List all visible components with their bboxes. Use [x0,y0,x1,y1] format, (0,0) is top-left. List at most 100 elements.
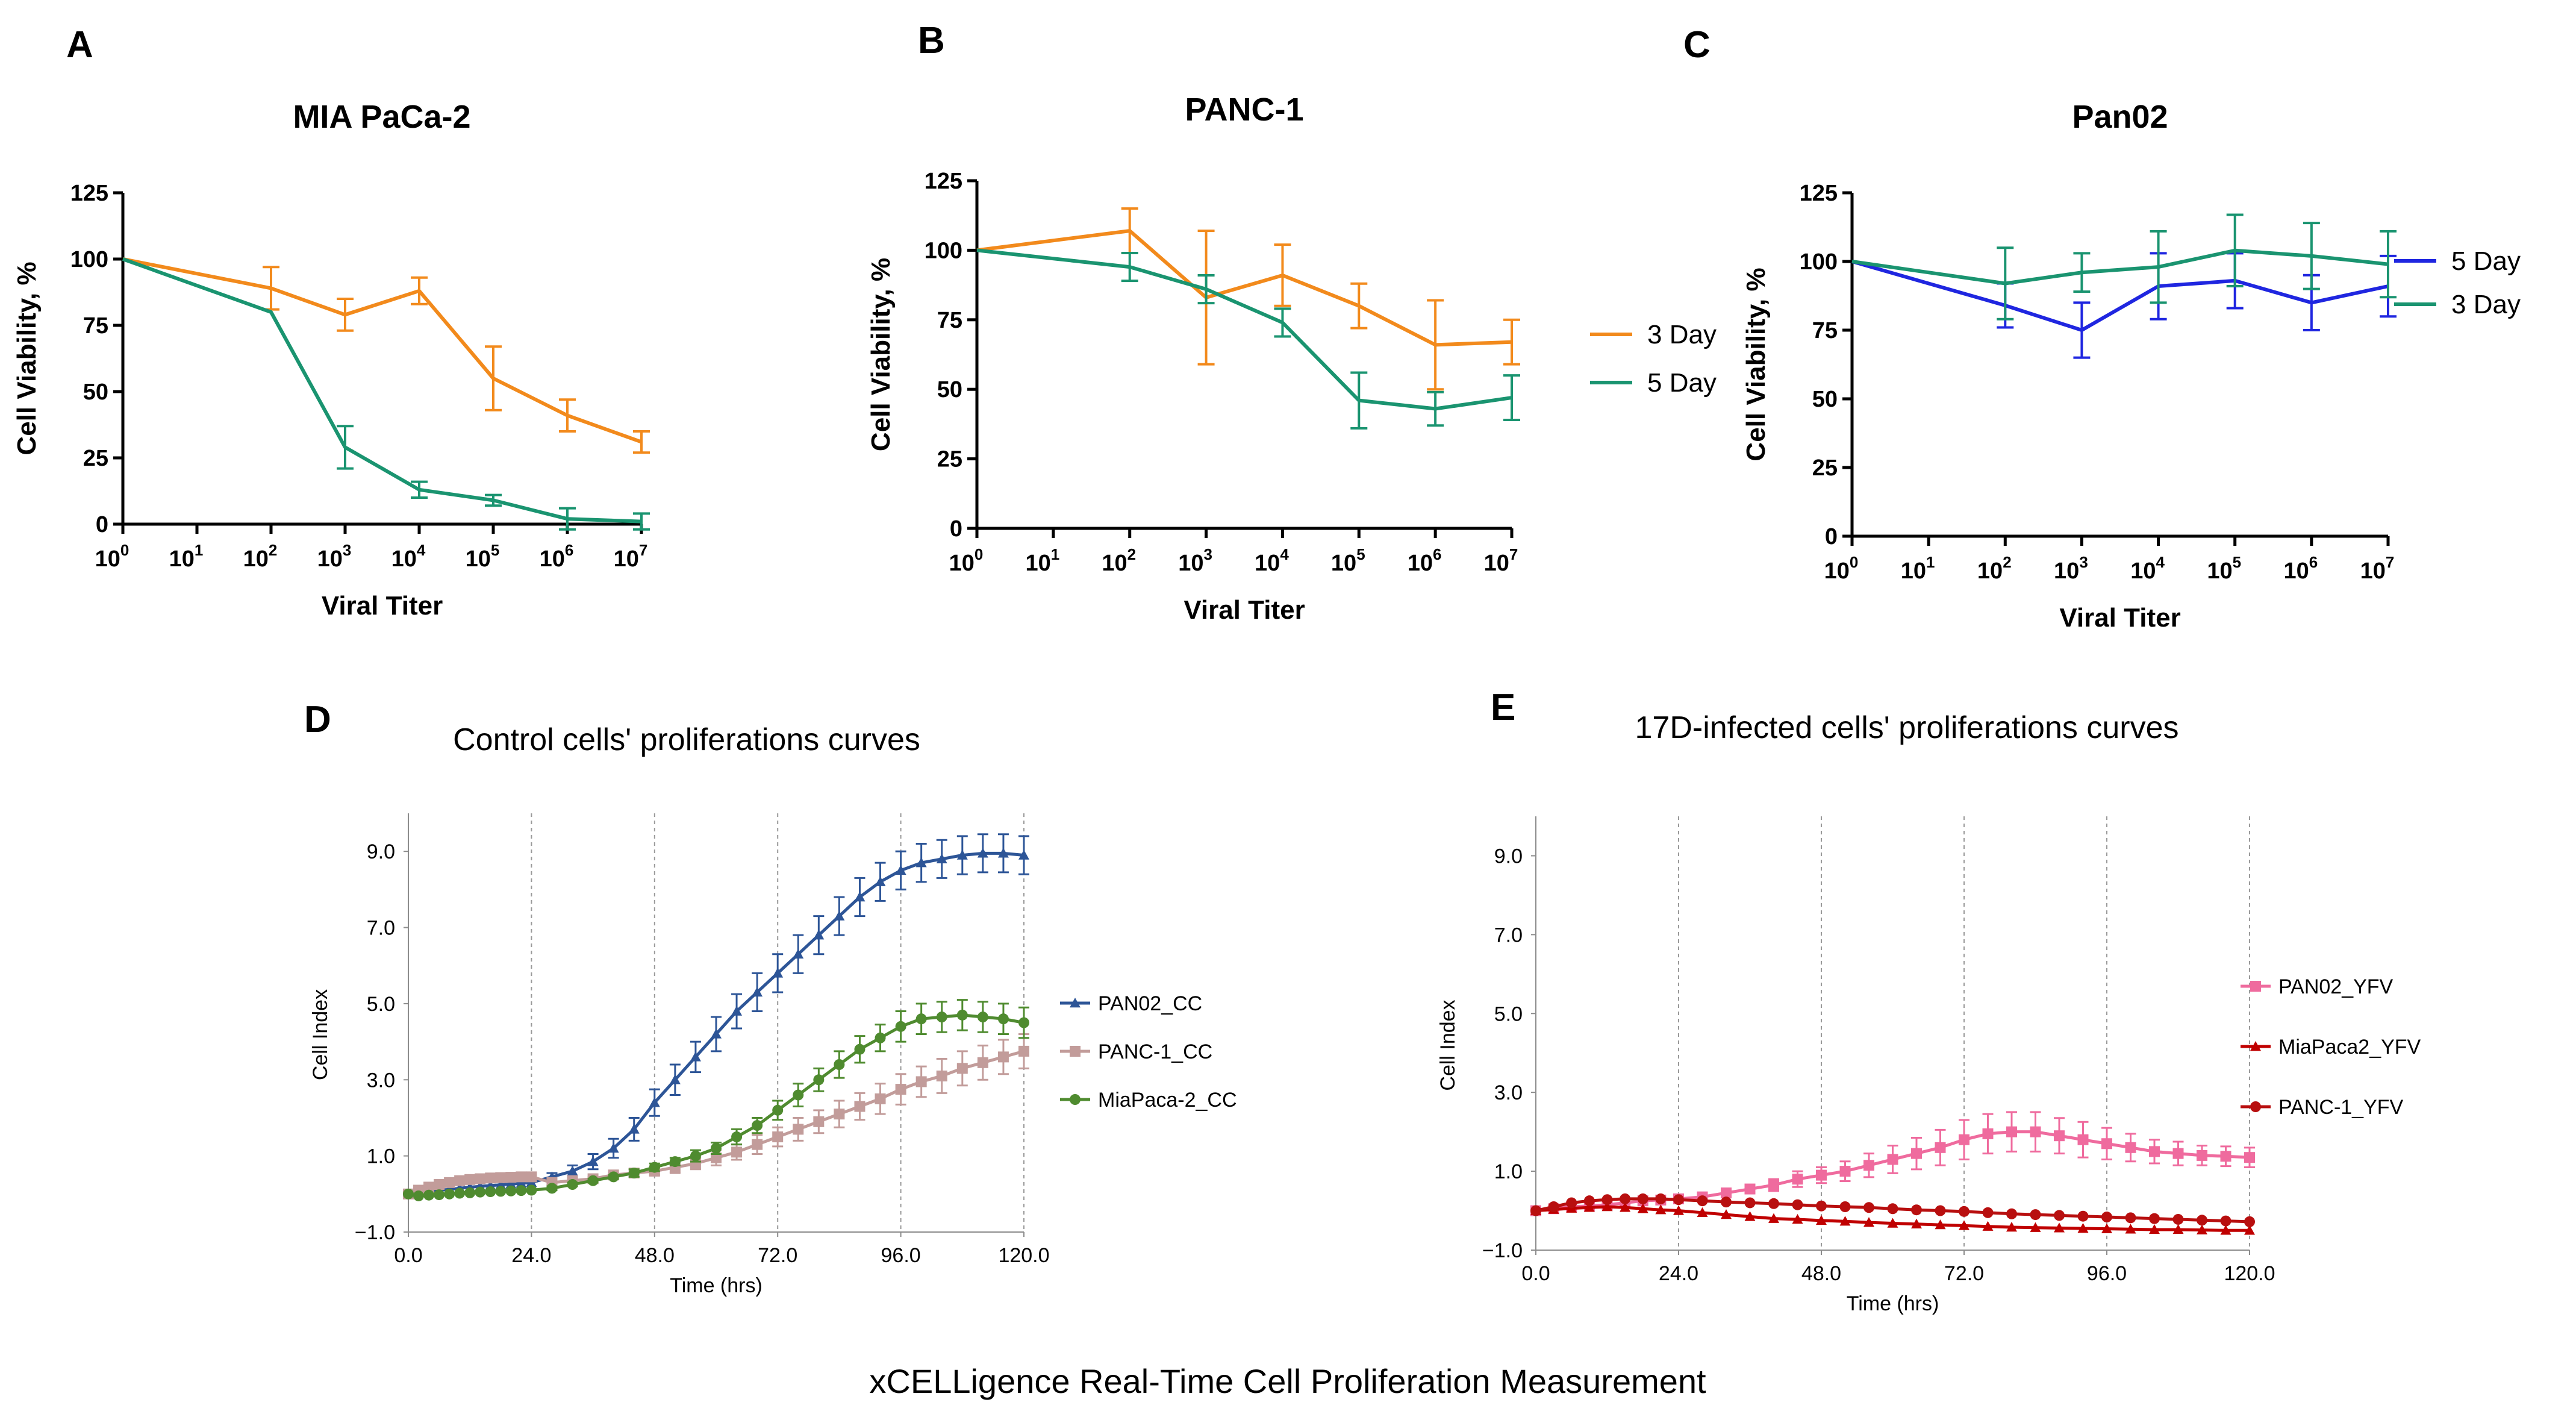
x-tick-label: 103 [317,541,352,572]
data-point [485,1172,496,1184]
data-point [434,1189,445,1201]
series-5-day [122,257,650,531]
legend-label-panc-1-yfv: PANC-1_YFV [2278,1096,2404,1119]
data-point [1982,1207,1994,1218]
y-tick-label: 0 [1825,524,1838,549]
y-tick-label: 25 [937,447,962,472]
data-point [669,1156,681,1168]
data-point [1935,1205,1946,1216]
data-point [1935,1219,1946,1230]
legend: 5 Day 3 Day [2394,246,2521,319]
y-tick-label: 75 [1812,318,1838,343]
data-point [1637,1203,1648,1213]
data-point [567,1179,578,1190]
legend-label-miapaca2-yfv: MiaPaca2_YFV [2278,1036,2421,1059]
data-point [1566,1197,1577,1209]
y-tick-label: 5.0 [1494,1003,1523,1025]
y-tick-label: 75 [83,313,108,339]
x-tick-label: 104 [2130,553,2165,584]
y-tick-label: 125 [1800,181,1838,206]
series-5-day [976,248,1520,430]
y-tick-label: 100 [925,238,962,263]
data-point [895,1084,906,1095]
x-tick-label: 105 [2207,553,2241,584]
data-point [2101,1138,2112,1150]
data-point [475,1173,486,1184]
y-tick-label: 7.0 [1494,924,1523,946]
data-point [834,1059,845,1070]
y-tick-label: 25 [1812,455,1838,481]
data-point [1601,1194,1613,1206]
data-point [997,1051,1009,1063]
data-point [434,1179,445,1190]
data-point [587,1156,599,1166]
data-point [608,1143,619,1153]
y-tick-label: 3.0 [1494,1081,1523,1104]
panel-a: A MIA PaCa-2 0 25 50 75 100 125 100 101 102 103 104 1… [12,24,650,621]
x-tick-label: 102 [243,541,278,572]
x-tick-label: 101 [1025,545,1059,576]
data-point [772,1131,784,1143]
x-tick-label: 102 [1977,553,2012,584]
data-point [423,1181,435,1193]
y-axis-label: Cell Index [309,989,332,1080]
x-tick-label: 120.0 [998,1244,1049,1267]
data-point [690,1150,701,1162]
data-point [628,1124,640,1134]
x-tick-label: 106 [2283,553,2318,584]
data-point [1935,1142,1946,1153]
data-point [1792,1174,1803,1185]
data-point [2077,1210,2089,1222]
data-point [505,1172,517,1183]
data-point [1070,998,1081,1008]
data-point [936,1070,947,1081]
data-point [977,848,988,858]
data-point [875,1093,886,1104]
data-point [1744,1211,1756,1221]
panel-b: B PANC-1 0 25 50 75 100 125 100 101 102 103 104 105 10… [866,20,1717,625]
data-point [854,892,865,902]
data-point [2030,1126,2041,1137]
data-point [711,1152,722,1163]
data-point [1655,1193,1667,1204]
x-tick-label: 106 [1408,545,1442,576]
data-point [2244,1152,2255,1163]
data-point [1744,1197,1756,1209]
x-tick-label: 105 [1331,545,1365,576]
panel-letter-b: B [918,20,945,61]
data-point [956,849,968,860]
data-point [977,1057,988,1068]
series-panc-1-yfv [1530,1193,2255,1227]
data-point [1637,1193,1648,1204]
data-point [587,1175,599,1186]
chart-title: PANC-1 [1185,92,1303,128]
x-tick-label: 102 [1102,545,1136,576]
x-axis-label: Viral Titer [1184,595,1305,625]
data-point [1018,849,1029,860]
data-point [936,853,947,864]
panel-letter-c: C [1683,24,1711,66]
x-tick-label: 24.0 [1659,1262,1698,1285]
data-point [485,1186,496,1198]
data-point [875,1032,886,1043]
data-point [813,1074,825,1086]
y-tick-label: 9.0 [367,840,395,863]
data-point [505,1178,517,1189]
x-tick-label: 0.0 [1521,1262,1550,1285]
y-tick-label: 3.0 [367,1069,395,1092]
x-tick-label: 100 [95,541,129,572]
x-tick-label: 24.0 [511,1244,551,1267]
data-point [895,865,906,875]
panel-letter-e: E [1491,687,1515,728]
data-point [1744,1183,1756,1195]
x-tick-label: 96.0 [2087,1262,2127,1285]
data-point [1839,1216,1851,1226]
data-point [1816,1215,1827,1225]
data-point [2149,1213,2160,1224]
data-point [731,1006,743,1016]
data-point [2244,1225,2255,1235]
data-point [711,1028,722,1039]
data-point [834,1109,845,1120]
data-point [1018,1045,1029,1057]
series-line-3-day [1851,248,2389,286]
